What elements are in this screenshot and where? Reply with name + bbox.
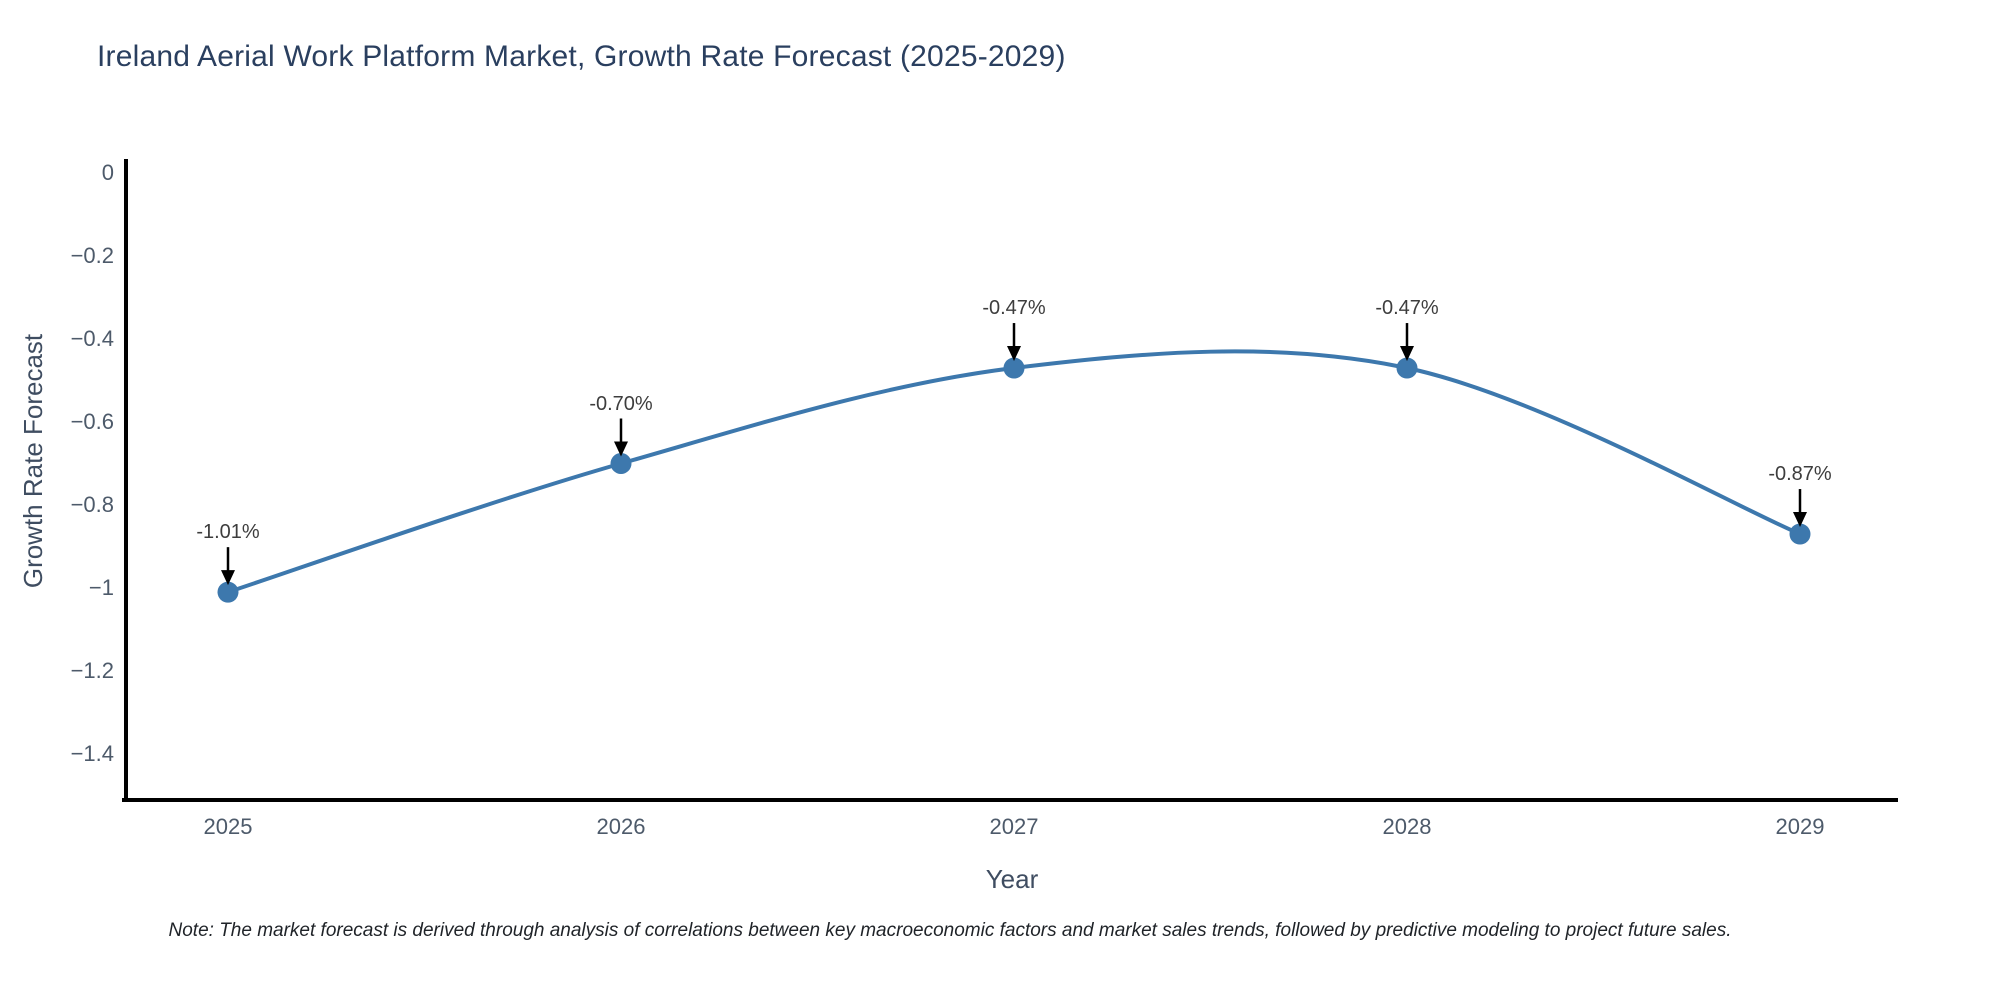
y-tick-label: −1 [88,575,114,600]
annotation-arrow-head [1793,512,1807,528]
data-point-marker [610,453,632,474]
point-value-label: -0.47% [982,297,1046,320]
x-axis-title: Year [985,864,1039,894]
point-value-label: -0.47% [1375,297,1439,320]
annotation-arrow-head [1007,346,1021,362]
forecast-line [226,349,1802,595]
data-point-marker [217,581,239,603]
y-tick-label: 0 [101,160,114,185]
y-tick-label: −1.2 [70,658,114,683]
x-tick-label: 2026 [596,814,646,839]
footnote: Note: The market forecast is derived thr… [168,920,1732,941]
x-tick-label: 2029 [1775,814,1825,839]
y-tick-label: −0.4 [70,326,114,351]
annotation-arrow-head [1400,346,1414,362]
point-value-label: -0.70% [589,392,653,415]
point-value-label: -0.87% [1768,463,1832,486]
y-tick-label: −0.8 [70,492,114,517]
chart-title: Ireland Aerial Work Platform Market, Gro… [97,40,1066,73]
annotation-arrow-head [614,441,628,457]
data-point-marker [1003,357,1025,379]
y-tick-label: −0.2 [70,243,114,268]
data-point-marker [1789,523,1811,545]
point-value-label: -1.01% [196,521,260,544]
y-tick-label: −0.6 [70,409,114,434]
x-tick-label: 2028 [1382,814,1432,839]
data-point-marker [1396,357,1418,379]
x-tick-label: 2025 [203,814,253,839]
x-tick-label: 2027 [989,814,1039,839]
y-tick-label: −1.4 [70,741,114,766]
annotation-arrow-head [221,570,235,586]
